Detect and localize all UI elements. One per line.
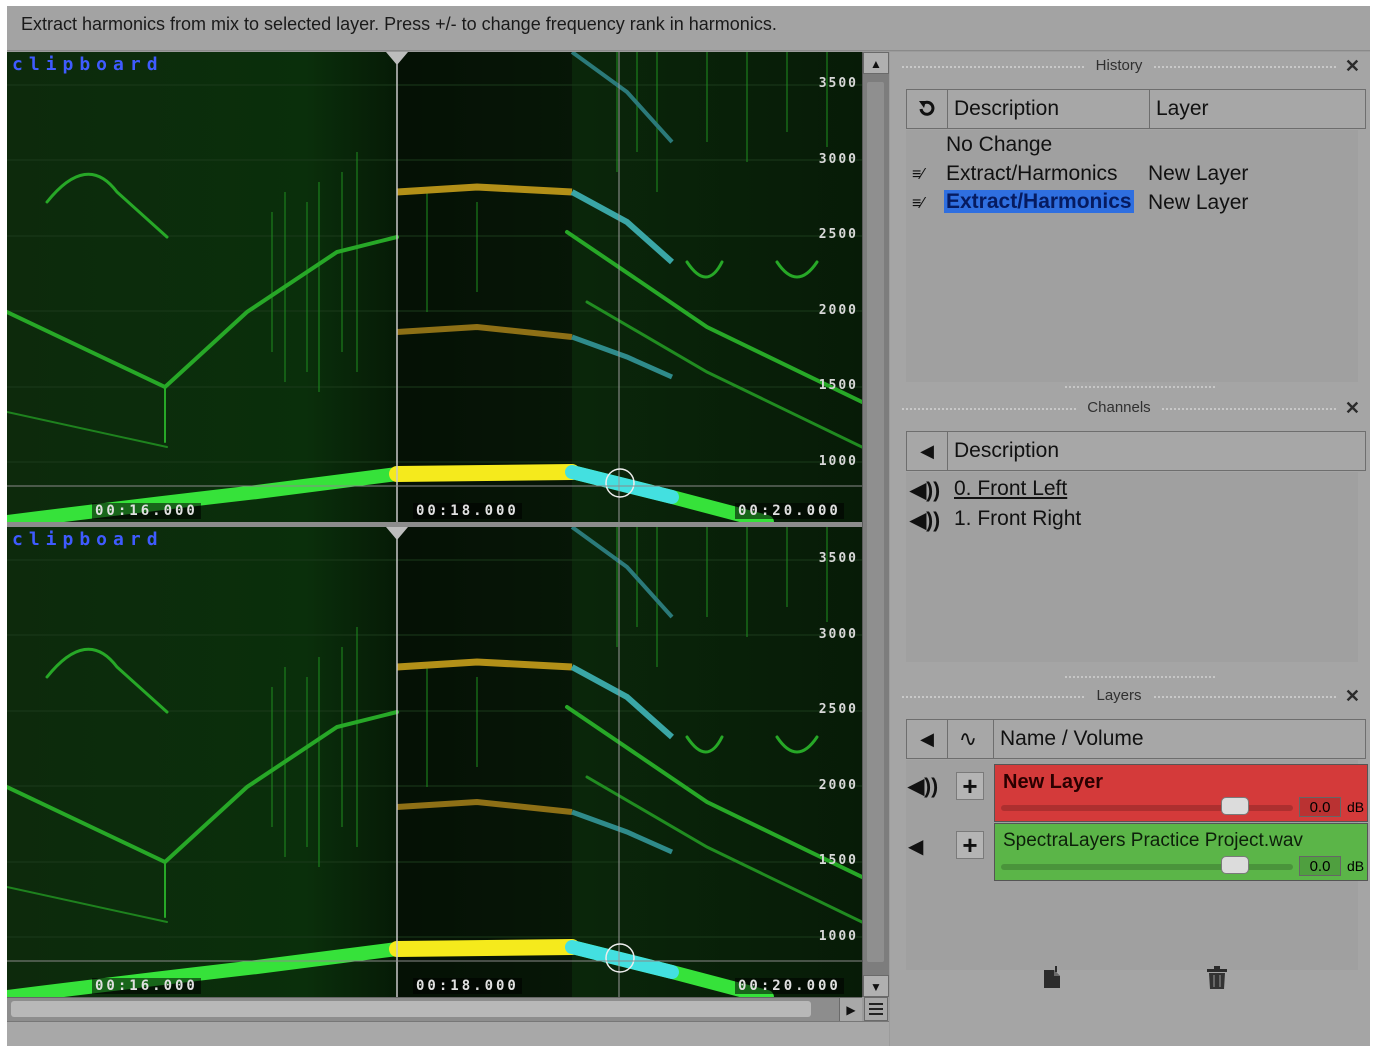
side-panels: History ✕ Description Layer No Change ≡⁄…: [890, 52, 1370, 1046]
layers-list: ◀)) + New Layer 0.0 dB ◀ + SpectraLayers…: [906, 760, 1368, 970]
layer-item[interactable]: SpectraLayers Practice Project.wav 0.0 d…: [994, 823, 1368, 881]
volume-value[interactable]: 0.0: [1299, 797, 1341, 817]
time-label: 00:16.000: [92, 503, 201, 519]
spectrogram-view-bottom[interactable]: clipboard 3500 3000 2500 2000 1500 1000 …: [7, 527, 862, 997]
layer-name[interactable]: New Layer: [1003, 771, 1104, 793]
history-panel: History ✕ Description Layer No Change ≡⁄…: [890, 52, 1368, 388]
time-label: 00:20.000: [735, 503, 844, 519]
panel-title-bar[interactable]: Layers ✕: [902, 686, 1360, 708]
volume-unit: dB: [1347, 799, 1365, 815]
clip-label: clipboard: [12, 54, 164, 75]
panel-title-bar[interactable]: Channels ✕: [902, 398, 1360, 420]
spectrogram-view-top[interactable]: clipboard 3500 3000 2500 2000 1500 1000 …: [7, 52, 862, 522]
layers-header: ◀ ∿ Name / Volume: [906, 719, 1366, 759]
scroll-right-button[interactable]: ▶: [839, 998, 862, 1022]
panel-title: Channels: [1077, 399, 1161, 416]
speaker-icon[interactable]: ◀: [920, 729, 934, 749]
clip-label: clipboard: [12, 529, 164, 550]
history-row-layer[interactable]: New Layer: [1148, 191, 1249, 214]
vertical-scrollbar[interactable]: ▲ ▼: [862, 52, 889, 997]
volume-unit: dB: [1347, 858, 1365, 874]
history-list: No Change ≡⁄ Extract/Harmonics New Layer…: [906, 130, 1358, 382]
spectrogram-image: [7, 527, 862, 997]
history-row-description[interactable]: Extract/Harmonics: [946, 162, 1118, 185]
undo-icon[interactable]: [907, 90, 947, 128]
status-bar: Extract harmonics from mix to selected l…: [7, 6, 1370, 51]
playhead-marker[interactable]: [386, 527, 408, 540]
scroll-up-button[interactable]: ▲: [863, 52, 889, 74]
history-header: Description Layer: [906, 89, 1366, 129]
time-label: 00:20.000: [735, 978, 844, 994]
close-icon[interactable]: ✕: [1344, 398, 1360, 418]
status-message: Extract harmonics from mix to selected l…: [21, 14, 777, 34]
panel-title: History: [1085, 57, 1153, 74]
freq-label: 2000: [818, 303, 858, 318]
menu-icon[interactable]: [864, 997, 888, 1021]
history-row-selected[interactable]: Extract/Harmonics: [944, 190, 1134, 214]
history-edit-icon: ≡⁄: [912, 166, 925, 183]
scroll-thumb[interactable]: [867, 82, 884, 962]
panel-resize-handle[interactable]: [1065, 386, 1215, 391]
freq-label: 1500: [818, 378, 858, 393]
layer-item[interactable]: New Layer 0.0 dB: [994, 764, 1368, 822]
volume-slider-knob[interactable]: [1221, 797, 1249, 815]
close-icon[interactable]: ✕: [1344, 686, 1360, 706]
close-icon[interactable]: ✕: [1344, 56, 1360, 76]
view-splitter[interactable]: [7, 522, 862, 527]
speaker-icon[interactable]: ◀: [908, 836, 924, 858]
freq-label: 1000: [818, 929, 858, 944]
freq-label: 1000: [818, 454, 858, 469]
history-row-description[interactable]: Extract/Harmonics: [944, 190, 1134, 213]
time-label: 00:18.000: [413, 978, 522, 994]
new-layer-icon[interactable]: [1042, 966, 1064, 990]
panel-title-bar[interactable]: History ✕: [902, 56, 1360, 78]
scroll-thumb[interactable]: [11, 1001, 811, 1017]
volume-slider-knob[interactable]: [1221, 856, 1249, 874]
panel-resize-handle[interactable]: [1065, 676, 1215, 681]
app-window: Extract harmonics from mix to selected l…: [7, 6, 1370, 1046]
column-description[interactable]: Description: [947, 90, 1149, 128]
volume-slider-track[interactable]: [1001, 864, 1293, 870]
volume-slider-track[interactable]: [1001, 805, 1293, 811]
freq-label: 3500: [818, 551, 858, 566]
channels-panel: Channels ✕ ◀ Description ◀)) 0. Front Le…: [890, 394, 1368, 678]
freq-label: 2500: [818, 227, 858, 242]
channels-list: ◀)) 0. Front Left ◀)) 1. Front Right: [906, 472, 1358, 662]
spectrogram-image: [7, 52, 862, 522]
channel-row[interactable]: 0. Front Left: [954, 477, 1068, 500]
freq-label: 3500: [818, 76, 858, 91]
volume-value[interactable]: 0.0: [1299, 856, 1341, 876]
history-row-layer[interactable]: New Layer: [1148, 162, 1249, 185]
bottom-strip: [7, 1021, 889, 1046]
freq-label: 2000: [818, 778, 858, 793]
plus-icon[interactable]: +: [956, 772, 984, 800]
channel-row[interactable]: 1. Front Right: [954, 507, 1082, 530]
panel-title: Layers: [1086, 687, 1152, 704]
speaker-icon[interactable]: ◀)): [908, 775, 939, 798]
scroll-down-button[interactable]: ▼: [863, 975, 889, 997]
history-row-description[interactable]: No Change: [946, 133, 1053, 156]
speaker-icon[interactable]: ◀)): [910, 479, 941, 502]
channels-header: ◀ Description: [906, 431, 1366, 471]
column-description[interactable]: Description: [947, 432, 1365, 470]
horizontal-scrollbar[interactable]: ▶: [7, 997, 862, 1022]
trash-icon[interactable]: [1206, 966, 1228, 990]
layer-name[interactable]: SpectraLayers Practice Project.wav: [1003, 830, 1303, 851]
time-label: 00:16.000: [92, 978, 201, 994]
plus-icon[interactable]: +: [956, 831, 984, 859]
history-edit-icon: ≡⁄: [912, 195, 925, 212]
waveform-icon[interactable]: ∿: [947, 720, 988, 758]
freq-label: 1500: [818, 853, 858, 868]
layers-panel: Layers ✕ ◀ ∿ Name / Volume ◀)) + New Lay…: [890, 682, 1368, 1046]
speaker-icon[interactable]: ◀)): [910, 509, 941, 532]
spectral-display[interactable]: clipboard 3500 3000 2500 2000 1500 1000 …: [7, 52, 862, 997]
freq-label: 2500: [818, 702, 858, 717]
freq-label: 3000: [818, 627, 858, 642]
column-layer[interactable]: Layer: [1149, 90, 1365, 128]
column-name-volume[interactable]: Name / Volume: [993, 720, 1365, 758]
time-label: 00:18.000: [413, 503, 522, 519]
freq-label: 3000: [818, 152, 858, 167]
speaker-icon[interactable]: ◀: [920, 441, 934, 461]
playhead-marker[interactable]: [386, 52, 408, 65]
